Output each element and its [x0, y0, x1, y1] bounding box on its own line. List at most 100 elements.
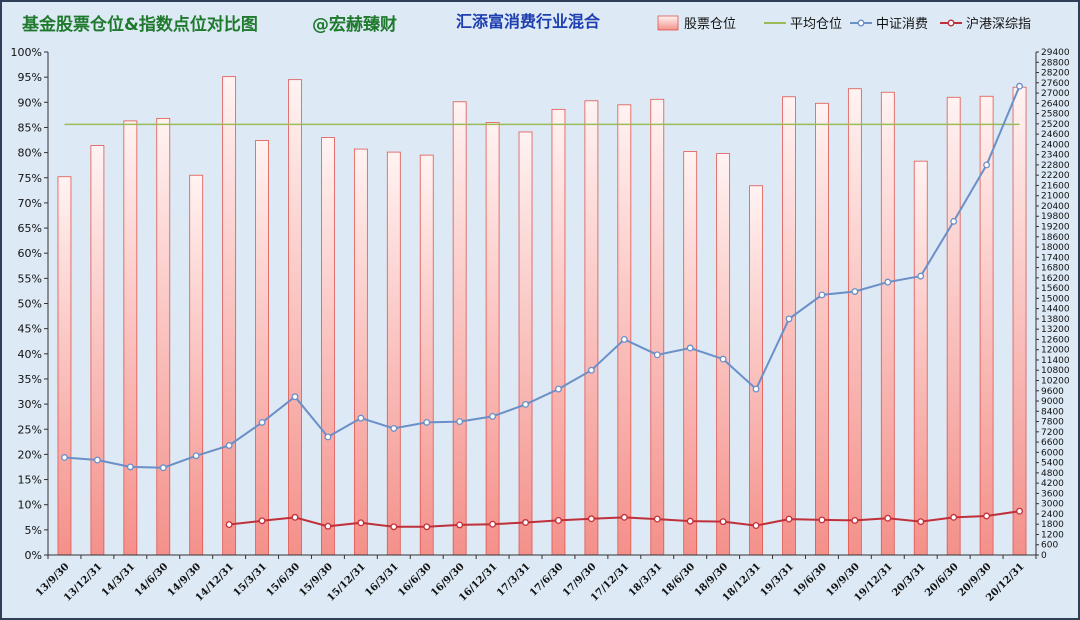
point-2-17/9/30	[587, 515, 595, 523]
chart-title: 基金股票仓位&指数点位对比图	[21, 14, 258, 35]
tick-label-x-14/3/31: 14/3/31	[100, 561, 138, 599]
point-1-14/12/31	[225, 442, 233, 449]
tick-label-x-14/6/30: 14/6/30	[133, 561, 171, 599]
point-2-15/3/31	[258, 517, 266, 525]
bar-17/3/31	[518, 131, 533, 556]
point-2-19/9/30	[851, 516, 859, 524]
point-2-18/12/31	[752, 522, 760, 530]
point-1-13/12/31	[93, 456, 101, 464]
tick-label-right-3600: 3600	[1041, 489, 1064, 499]
bar-20/3/31	[913, 160, 928, 556]
bar-14/3/31	[123, 120, 138, 556]
point-1-19/9/30	[851, 288, 859, 295]
tick-label-right-3000: 3000	[1041, 500, 1064, 510]
tick-label-left-20: 20%	[18, 448, 42, 461]
tick-label-right-18000: 18000	[1041, 243, 1070, 253]
bar-16/9/30	[452, 101, 467, 556]
bar-19/6/30	[815, 102, 829, 556]
tick-label-left-15: 15%	[18, 474, 42, 487]
tick-label-right-15600: 15600	[1041, 284, 1070, 294]
tick-label-x-18/3/31: 18/3/31	[627, 561, 665, 599]
tick-label-right-2400: 2400	[1041, 510, 1064, 520]
tick-label-right-27600: 27600	[1041, 79, 1070, 89]
tick-label-right-21000: 21000	[1041, 192, 1070, 202]
point-2-15/12/31	[357, 519, 365, 527]
point-1-20/12/31	[1016, 82, 1023, 90]
tick-label-right-20400: 20400	[1041, 202, 1070, 212]
point-1-17/12/31	[620, 335, 628, 343]
tick-label-right-10200: 10200	[1041, 376, 1070, 386]
tick-label-x-20/6/30: 20/6/30	[923, 561, 961, 599]
bar-19/3/31	[782, 96, 796, 556]
bar-15/6/30	[288, 79, 302, 556]
point-1-18/9/30	[719, 355, 727, 363]
tick-label-right-25800: 25800	[1041, 110, 1070, 120]
legend-swatch-0	[657, 15, 679, 31]
point-1-18/6/30	[686, 344, 694, 352]
tick-label-right-15000: 15000	[1041, 294, 1070, 304]
line-series	[61, 82, 1023, 531]
point-2-16/12/31	[489, 520, 497, 528]
bar-15/9/30	[321, 137, 335, 556]
tick-label-x-18/6/30: 18/6/30	[660, 561, 698, 599]
point-2-15/6/30	[291, 513, 299, 521]
tick-label-left-85: 85%	[18, 121, 42, 134]
legend-label-3: 沪港深综指	[966, 16, 1031, 32]
point-1-14/9/30	[192, 452, 200, 460]
tick-label-right-19200: 19200	[1041, 223, 1070, 233]
plot-area	[48, 52, 1036, 555]
tick-label-right-12000: 12000	[1041, 346, 1070, 356]
tick-label-right-14400: 14400	[1041, 305, 1070, 315]
tick-label-x-19/3/31: 19/3/31	[759, 561, 797, 599]
tick-label-right-13200: 13200	[1041, 325, 1070, 335]
point-2-17/6/30	[555, 516, 562, 524]
legend-label-0: 股票仓位	[684, 17, 736, 32]
point-1-17/9/30	[587, 366, 595, 374]
tick-label-right-12600: 12600	[1041, 335, 1070, 345]
tick-label-right-6600: 6600	[1041, 438, 1064, 448]
tick-label-right-19800: 19800	[1041, 212, 1070, 222]
bar-18/6/30	[683, 151, 698, 556]
point-1-15/3/31	[258, 418, 266, 426]
point-2-20/9/30	[983, 512, 991, 520]
bar-16/12/31	[485, 122, 500, 556]
point-2-17/12/31	[620, 513, 628, 521]
tick-label-x-19/6/30: 19/6/30	[792, 561, 830, 599]
point-2-19/3/31	[785, 515, 793, 523]
point-1-15/6/30	[291, 393, 299, 401]
bar-19/12/31	[880, 91, 895, 556]
point-2-14/12/31	[225, 521, 233, 528]
plot-background	[48, 52, 1036, 555]
bar-series	[57, 76, 1027, 556]
tick-label-left-25: 25%	[18, 423, 42, 436]
tick-label-x-20/3/31: 20/3/31	[890, 561, 928, 599]
point-1-20/3/31	[917, 272, 925, 280]
tick-label-left-95: 95%	[18, 71, 42, 84]
bar-16/3/31	[386, 151, 401, 556]
tick-label-right-4800: 4800	[1041, 469, 1064, 479]
tick-label-left-100: 100%	[11, 46, 42, 59]
bar-18/12/31	[749, 185, 763, 556]
tick-label-x-16/3/31: 16/3/31	[363, 561, 401, 599]
bar-15/3/31	[255, 140, 269, 556]
tick-label-right-22200: 22200	[1041, 171, 1070, 181]
tick-label-x-17/3/31: 17/3/31	[495, 561, 533, 599]
point-2-19/12/31	[884, 514, 892, 522]
tick-label-right-1200: 1200	[1041, 530, 1064, 540]
bar-14/9/30	[189, 174, 204, 556]
bar-17/9/30	[584, 100, 599, 556]
tick-label-left-35: 35%	[18, 373, 42, 386]
tick-label-right-1800: 1800	[1041, 520, 1064, 530]
tick-label-left-70: 70%	[18, 197, 42, 210]
bar-13/9/30	[57, 176, 72, 556]
point-2-16/6/30	[423, 523, 431, 531]
point-2-15/9/30	[324, 522, 332, 530]
point-2-18/6/30	[686, 517, 694, 525]
bar-18/9/30	[716, 153, 731, 556]
tick-label-right-9000: 9000	[1041, 397, 1064, 407]
legend: 股票仓位 平均仓位 中证消费 沪港深综指	[657, 15, 1031, 32]
tick-label-right-5400: 5400	[1041, 459, 1064, 469]
tick-label-right-13800: 13800	[1041, 315, 1070, 325]
tick-label-right-10800: 10800	[1041, 366, 1070, 376]
bar-14/12/31	[222, 76, 237, 556]
